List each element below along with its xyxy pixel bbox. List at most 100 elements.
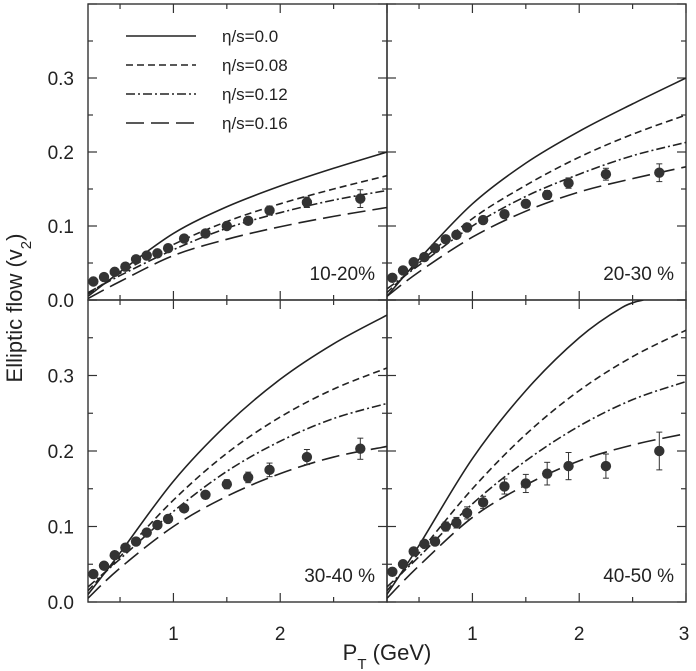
legend-label: η/s=0.0: [222, 27, 278, 46]
x-axis-title: PT (GeV): [343, 640, 432, 671]
data-point: [397, 559, 409, 570]
data-point: [429, 536, 441, 547]
centrality-label: 10-20%: [310, 264, 376, 285]
y-tick-label: 0.1: [48, 217, 74, 238]
data-point: [120, 261, 131, 272]
data-point: [600, 460, 612, 472]
x-tick-label: 2: [275, 624, 286, 645]
y-tick-label: 0.2: [48, 442, 74, 463]
data-point: [301, 451, 313, 463]
data-point: [162, 513, 174, 525]
legend: η/s=0.0 η/s=0.08 η/s=0.12 η/s=0.16: [126, 27, 288, 133]
centrality-label: 30-40 %: [304, 566, 375, 587]
data-point: [499, 208, 510, 220]
data-point: [387, 566, 398, 577]
data-point: [477, 497, 489, 508]
data-point: [141, 250, 152, 261]
x-axis-title-unit: (GeV): [367, 640, 432, 665]
data-point: [109, 266, 120, 278]
centrality-label: 40-50 %: [603, 566, 674, 587]
x-tick-label: 2: [574, 624, 585, 645]
data-point: [88, 568, 99, 580]
legend-label: η/s=0.08: [222, 56, 288, 75]
x-axis-title-main: P: [343, 640, 358, 665]
data-point: [520, 478, 532, 489]
data-point: [499, 481, 510, 492]
y-tick-label: 0.2: [48, 143, 74, 164]
data-point: [387, 272, 398, 283]
data-point: [355, 193, 366, 204]
data-point: [451, 229, 462, 241]
data-point: [461, 222, 473, 233]
tick-labels: 0.0 0.1 0.2 0.3 0.0 0.1 0.2 0.3 1 2 1 2 3: [48, 69, 690, 645]
data-point: [200, 228, 211, 239]
curve-longdash: [88, 206, 387, 300]
data-point: [130, 254, 142, 265]
data-point: [178, 503, 190, 514]
curve-longdash: [387, 166, 686, 297]
curve-dashed: [387, 329, 686, 592]
data-point: [419, 538, 430, 550]
y-tick-label: 0.0: [48, 593, 74, 614]
data-point: [200, 489, 211, 500]
data-point: [563, 460, 574, 472]
data-point: [419, 251, 430, 263]
data-point: [440, 234, 451, 245]
axis-ticks: [88, 3, 687, 603]
data-point: [152, 248, 163, 259]
legend-label: η/s=0.12: [222, 85, 288, 104]
y-axis-title: Elliptic flow (v2): [2, 234, 35, 383]
data-point: [654, 167, 665, 178]
data-point: [242, 215, 254, 227]
data-point: [98, 560, 110, 571]
data-point: [477, 214, 489, 226]
data-point: [301, 197, 313, 208]
data-point: [451, 517, 462, 528]
data-point: [221, 479, 233, 490]
centrality-labels: 10-20% 20-30 % 30-40 % 40-50 %: [304, 264, 674, 587]
data-point: [98, 271, 110, 283]
data-point: [162, 243, 174, 254]
y-tick-label: 0.1: [48, 518, 74, 539]
data-point: [221, 220, 233, 232]
x-tick-label: 3: [679, 624, 690, 645]
data-point: [355, 443, 366, 454]
data-point: [563, 177, 574, 189]
data-point: [520, 198, 532, 209]
y-axis-title-sub: 2: [18, 241, 35, 249]
curve-solid: [387, 77, 686, 297]
data-point: [461, 507, 473, 519]
data-point: [600, 169, 612, 180]
curve-solid: [88, 151, 387, 297]
data-point: [242, 472, 254, 483]
data-point: [440, 521, 451, 532]
x-axis-title-sub: T: [357, 656, 366, 671]
data-point: [264, 205, 275, 216]
panel-frame: [386, 299, 687, 603]
data-point: [88, 276, 99, 287]
data-point: [130, 536, 142, 547]
data-point: [408, 257, 419, 268]
y-tick-label: 0.0: [48, 291, 74, 312]
legend-label: η/s=0.16: [222, 114, 288, 133]
data-point: [152, 519, 163, 531]
curve-dashdot: [387, 380, 686, 588]
curve-solid: [88, 314, 387, 595]
data-points: [88, 163, 665, 580]
data-point: [178, 233, 190, 244]
data-point: [541, 468, 553, 479]
x-tick-label: 1: [168, 624, 179, 645]
curve-longdash: [88, 445, 387, 599]
curve-dashed: [88, 367, 387, 592]
data-point: [541, 189, 553, 201]
y-tick-label: 0.3: [48, 367, 74, 388]
curve-solid: [387, 300, 644, 595]
curve-dashed: [387, 114, 686, 294]
data-point: [264, 464, 275, 476]
data-point: [120, 542, 131, 553]
data-point: [408, 546, 419, 557]
y-axis-title-main: Elliptic flow (v: [2, 249, 27, 382]
centrality-label: 20-30 %: [603, 264, 674, 285]
data-point: [397, 265, 409, 276]
